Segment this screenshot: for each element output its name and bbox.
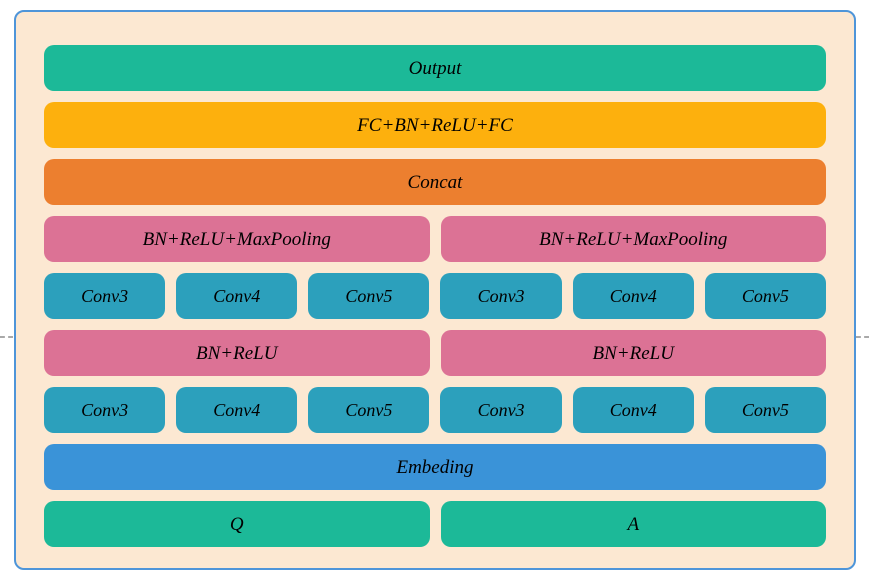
conv4-q-upper-block: Conv4	[176, 273, 298, 319]
answer-input-block: A	[440, 501, 826, 547]
bn-relu-a-block: BN+ReLU	[440, 330, 826, 376]
output-layer-block: Output	[44, 45, 826, 91]
maxpooling-row: BN+ReLU+MaxPooling BN+ReLU+MaxPooling	[44, 216, 826, 262]
conv3-a-upper-block: Conv3	[440, 273, 562, 319]
concat-block: Concat	[44, 159, 826, 205]
embedding-block: Embeding	[44, 444, 826, 490]
center-guide-left	[0, 336, 13, 338]
conv5-q-lower-block: Conv5	[308, 387, 430, 433]
bn-relu-maxpooling-q-block: BN+ReLU+MaxPooling	[44, 216, 430, 262]
lower-conv-row: Conv3 Conv4 Conv5 Conv3 Conv4 Conv5	[44, 387, 826, 433]
bn-relu-row: BN+ReLU BN+ReLU	[44, 330, 826, 376]
conv3-q-upper-block: Conv3	[44, 273, 166, 319]
output-row: Output	[44, 45, 826, 91]
conv5-q-upper-block: Conv5	[308, 273, 430, 319]
upper-conv-row: Conv3 Conv4 Conv5 Conv3 Conv4 Conv5	[44, 273, 826, 319]
fc-bn-relu-fc-block: FC+BN+ReLU+FC	[44, 102, 826, 148]
conv5-a-upper-block: Conv5	[704, 273, 826, 319]
concat-row: Concat	[44, 159, 826, 205]
bn-relu-maxpooling-a-block: BN+ReLU+MaxPooling	[440, 216, 826, 262]
model-architecture-panel: Output FC+BN+ReLU+FC Concat BN+ReLU+MaxP…	[14, 10, 856, 570]
conv5-a-lower-block: Conv5	[704, 387, 826, 433]
center-guide-right	[856, 336, 869, 338]
conv4-a-upper-block: Conv4	[572, 273, 694, 319]
conv4-q-lower-block: Conv4	[176, 387, 298, 433]
conv3-a-lower-block: Conv3	[440, 387, 562, 433]
conv4-a-lower-block: Conv4	[572, 387, 694, 433]
bn-relu-q-block: BN+ReLU	[44, 330, 430, 376]
conv3-q-lower-block: Conv3	[44, 387, 166, 433]
embedding-row: Embeding	[44, 444, 826, 490]
input-row: Q A	[44, 501, 826, 547]
question-input-block: Q	[44, 501, 430, 547]
fc-row: FC+BN+ReLU+FC	[44, 102, 826, 148]
